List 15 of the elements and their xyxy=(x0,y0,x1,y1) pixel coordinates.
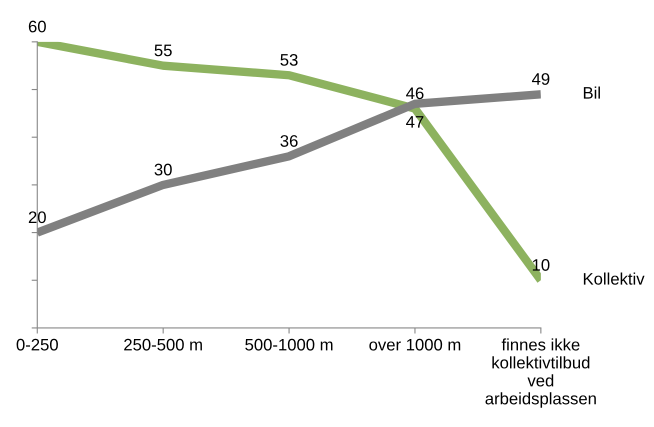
data-label: 60 xyxy=(28,20,46,32)
data-label: 36 xyxy=(280,135,298,147)
text: Kollektiv xyxy=(584,272,645,285)
x-tick-label: finnes ikke kollektivtilbud ved arbeidsplassen xyxy=(486,338,596,408)
data-label: 46 xyxy=(406,87,424,100)
x-tick-label: over 1000 m xyxy=(369,338,460,351)
x-tick-label: 500-1000 m xyxy=(245,338,332,351)
text: Bil xyxy=(584,86,600,99)
data-label: 55 xyxy=(154,44,172,56)
data-label: 30 xyxy=(154,164,172,176)
data-label: 20 xyxy=(28,211,46,224)
x-tick-label: 250-500 m xyxy=(124,338,202,351)
data-label: 53 xyxy=(280,54,298,66)
data-label: 49 xyxy=(532,73,550,85)
x-tick-label: 0-250 xyxy=(16,338,58,351)
